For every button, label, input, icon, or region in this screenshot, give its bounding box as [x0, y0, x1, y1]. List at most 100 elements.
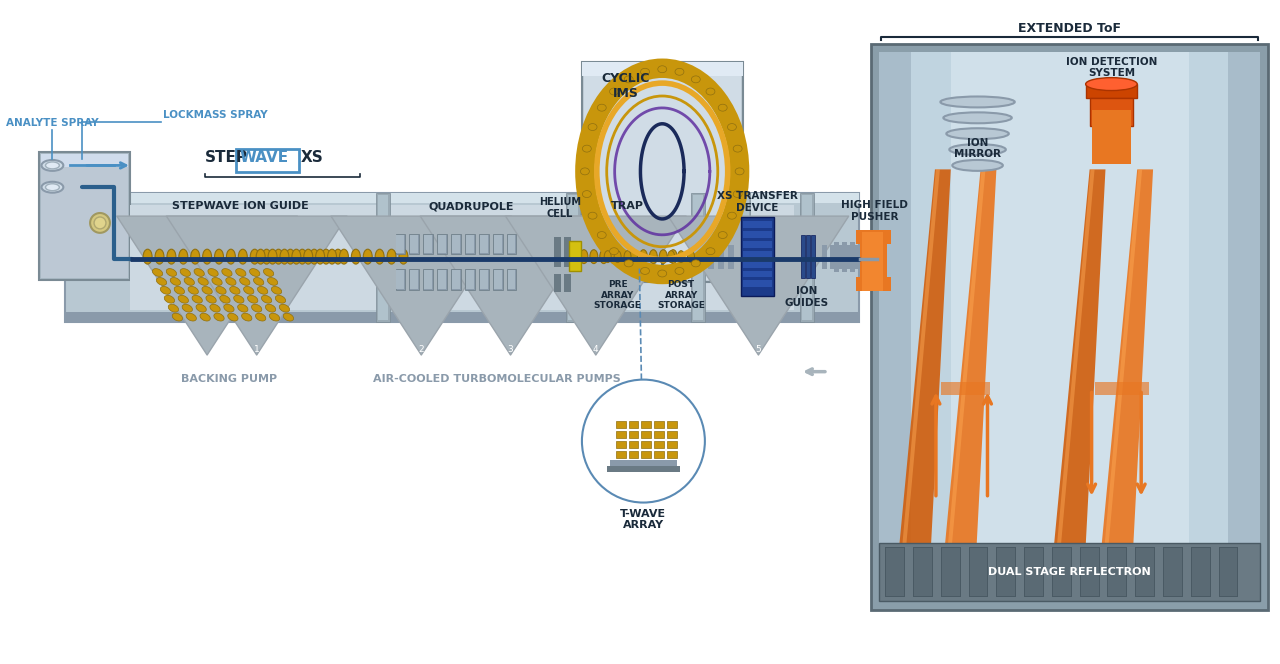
Ellipse shape [687, 251, 695, 262]
Bar [800, 193, 814, 322]
Ellipse shape [252, 304, 262, 312]
Ellipse shape [264, 269, 274, 276]
Bar [742, 221, 772, 228]
Bar [861, 232, 883, 291]
Bar [508, 270, 516, 290]
Ellipse shape [210, 304, 220, 312]
Ellipse shape [580, 168, 589, 175]
Ellipse shape [206, 295, 216, 303]
Ellipse shape [182, 304, 192, 312]
Text: HELIUM
CELL: HELIUM CELL [539, 197, 581, 218]
Bar [742, 251, 772, 258]
Text: 4: 4 [593, 345, 599, 355]
Ellipse shape [253, 278, 264, 286]
Ellipse shape [339, 249, 348, 264]
Ellipse shape [580, 250, 588, 264]
Ellipse shape [179, 249, 188, 264]
Text: 2: 2 [419, 345, 424, 355]
Bar [424, 268, 433, 290]
Ellipse shape [283, 313, 293, 321]
Bar [708, 245, 714, 268]
Ellipse shape [950, 144, 1006, 155]
Bar [616, 431, 626, 438]
Ellipse shape [328, 249, 337, 264]
Bar [1052, 547, 1071, 597]
Ellipse shape [225, 278, 236, 286]
Ellipse shape [41, 182, 63, 193]
Bar [466, 235, 474, 253]
Ellipse shape [310, 249, 319, 264]
Ellipse shape [212, 278, 223, 286]
Polygon shape [902, 169, 940, 546]
Bar [1219, 547, 1238, 597]
Bar [914, 548, 932, 596]
Ellipse shape [221, 269, 232, 276]
Ellipse shape [268, 249, 276, 264]
Ellipse shape [364, 249, 372, 264]
Ellipse shape [399, 249, 408, 264]
Bar [691, 193, 705, 322]
Text: 1: 1 [253, 345, 260, 355]
Bar [616, 441, 626, 448]
Ellipse shape [598, 104, 607, 111]
Ellipse shape [168, 304, 178, 312]
Bar [451, 234, 461, 254]
Bar [424, 235, 433, 253]
Bar [879, 543, 1261, 601]
Bar [628, 441, 639, 448]
Ellipse shape [200, 313, 210, 321]
Bar [452, 270, 460, 290]
Ellipse shape [943, 112, 1011, 124]
Ellipse shape [93, 217, 106, 229]
Ellipse shape [285, 249, 294, 264]
Bar [742, 231, 772, 238]
Ellipse shape [242, 313, 252, 321]
Bar [466, 270, 474, 290]
Bar [424, 234, 433, 254]
Bar [641, 451, 652, 458]
Bar [970, 548, 987, 596]
Text: ION DETECTION
SYSTEM: ION DETECTION SYSTEM [1066, 56, 1157, 78]
Ellipse shape [268, 278, 278, 286]
Ellipse shape [196, 304, 206, 312]
Bar [396, 268, 406, 290]
Ellipse shape [220, 295, 230, 303]
Ellipse shape [178, 295, 188, 303]
Ellipse shape [279, 304, 289, 312]
Polygon shape [1053, 169, 1106, 546]
Ellipse shape [658, 270, 667, 277]
Bar [641, 441, 652, 448]
Text: CYCLIC
IMS: CYCLIC IMS [602, 72, 650, 100]
Ellipse shape [247, 295, 257, 303]
Ellipse shape [303, 249, 312, 264]
Bar [850, 242, 855, 272]
Bar [942, 548, 960, 596]
Bar [913, 547, 933, 597]
Bar [410, 234, 420, 254]
Bar [582, 62, 742, 282]
Bar [438, 270, 445, 290]
Bar [667, 451, 677, 458]
Bar [860, 232, 887, 291]
Text: XS TRANSFER
DEVICE: XS TRANSFER DEVICE [717, 191, 797, 213]
Ellipse shape [582, 145, 591, 152]
Bar [1094, 382, 1149, 396]
Ellipse shape [334, 249, 343, 264]
Ellipse shape [941, 96, 1015, 108]
Ellipse shape [298, 249, 307, 264]
Ellipse shape [609, 88, 618, 95]
Bar [822, 245, 827, 268]
Ellipse shape [387, 249, 396, 264]
Bar [1053, 548, 1071, 596]
Bar [872, 44, 1268, 610]
Bar [739, 195, 749, 320]
Bar [41, 153, 128, 167]
Ellipse shape [90, 213, 110, 233]
Bar [628, 421, 639, 428]
Ellipse shape [269, 313, 280, 321]
Ellipse shape [375, 249, 384, 264]
Bar [438, 268, 447, 290]
Ellipse shape [718, 232, 727, 238]
Ellipse shape [590, 250, 598, 264]
Bar [411, 235, 419, 253]
